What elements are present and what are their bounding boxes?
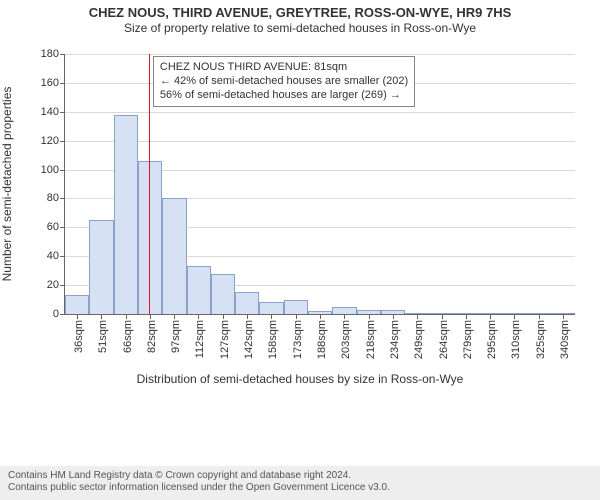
x-tick-label: 142sqm	[243, 320, 255, 359]
x-tick-label: 158sqm	[267, 320, 279, 359]
y-tick-mark	[60, 314, 65, 315]
x-tick-label: 325sqm	[535, 320, 547, 359]
y-tick-mark	[60, 285, 65, 286]
histogram-bar	[211, 274, 235, 314]
x-tick-label: 279sqm	[462, 320, 474, 359]
histogram-bar	[187, 266, 211, 314]
x-axis-label: Distribution of semi-detached houses by …	[0, 372, 600, 386]
y-tick-mark	[60, 112, 65, 113]
footer: Contains HM Land Registry data © Crown c…	[0, 466, 600, 500]
y-tick-mark	[60, 198, 65, 199]
x-tick-mark	[101, 314, 102, 319]
chart-root: CHEZ NOUS, THIRD AVENUE, GREYTREE, ROSS-…	[0, 0, 600, 500]
x-tick-mark	[150, 314, 151, 319]
histogram-bar	[138, 161, 162, 314]
x-tick-label: 264sqm	[438, 320, 450, 359]
gridline	[65, 112, 575, 113]
x-tick-label: 340sqm	[559, 320, 571, 359]
x-tick-mark	[77, 314, 78, 319]
x-tick-mark	[563, 314, 564, 319]
x-tick-mark	[174, 314, 175, 319]
x-tick-mark	[369, 314, 370, 319]
x-tick-mark	[296, 314, 297, 319]
footer-line-1: Contains HM Land Registry data © Crown c…	[8, 470, 592, 482]
x-tick-mark	[442, 314, 443, 319]
footer-line-2: Contains public sector information licen…	[8, 482, 592, 494]
histogram-bar	[89, 220, 113, 314]
histogram-bar	[259, 302, 283, 314]
gridline	[65, 141, 575, 142]
histogram-bar	[284, 300, 308, 314]
x-tick-mark	[223, 314, 224, 319]
x-tick-label: 310sqm	[510, 320, 522, 359]
gridline	[65, 54, 575, 55]
x-tick-label: 112sqm	[194, 320, 206, 358]
histogram-bar	[114, 115, 138, 314]
x-tick-label: 66sqm	[122, 320, 134, 353]
histogram-bar	[235, 292, 259, 314]
histogram-bar	[332, 307, 356, 314]
x-tick-label: 218sqm	[365, 320, 377, 359]
reference-line	[149, 54, 150, 314]
x-tick-label: 188sqm	[316, 320, 328, 359]
annotation-line: 56% of semi-detached houses are larger (…	[160, 89, 408, 103]
y-tick-mark	[60, 256, 65, 257]
annotation-box: CHEZ NOUS THIRD AVENUE: 81sqm← 42% of se…	[153, 56, 415, 107]
x-tick-mark	[393, 314, 394, 319]
x-tick-mark	[320, 314, 321, 319]
x-tick-mark	[466, 314, 467, 319]
y-tick-mark	[60, 83, 65, 84]
plot-area: 02040608010012014016018036sqm51sqm66sqm8…	[64, 54, 575, 315]
x-tick-mark	[539, 314, 540, 319]
x-tick-mark	[247, 314, 248, 319]
x-tick-label: 51sqm	[97, 320, 109, 353]
x-tick-mark	[271, 314, 272, 319]
x-tick-label: 234sqm	[389, 320, 401, 359]
chart-title: CHEZ NOUS, THIRD AVENUE, GREYTREE, ROSS-…	[0, 0, 600, 20]
y-tick-mark	[60, 141, 65, 142]
x-tick-label: 295sqm	[486, 320, 498, 359]
histogram-bar	[162, 198, 186, 314]
x-tick-label: 249sqm	[413, 320, 425, 359]
x-tick-mark	[417, 314, 418, 319]
x-tick-label: 82sqm	[146, 320, 158, 353]
x-tick-mark	[490, 314, 491, 319]
x-tick-mark	[198, 314, 199, 319]
y-tick-mark	[60, 54, 65, 55]
x-tick-mark	[514, 314, 515, 319]
x-tick-label: 173sqm	[292, 320, 304, 359]
annotation-line: ← 42% of semi-detached houses are smalle…	[160, 75, 408, 89]
x-tick-mark	[126, 314, 127, 319]
chart-subtitle: Size of property relative to semi-detach…	[0, 20, 600, 35]
x-tick-label: 203sqm	[340, 320, 352, 359]
x-tick-label: 127sqm	[219, 320, 231, 359]
y-tick-mark	[60, 170, 65, 171]
chart-area: Number of semi-detached properties 02040…	[0, 44, 600, 404]
x-tick-label: 97sqm	[170, 320, 182, 353]
y-axis-label: Number of semi-detached properties	[0, 87, 14, 282]
histogram-bar	[65, 295, 89, 314]
x-tick-label: 36sqm	[73, 320, 85, 353]
y-tick-mark	[60, 227, 65, 228]
annotation-line: CHEZ NOUS THIRD AVENUE: 81sqm	[160, 61, 408, 75]
x-tick-mark	[344, 314, 345, 319]
